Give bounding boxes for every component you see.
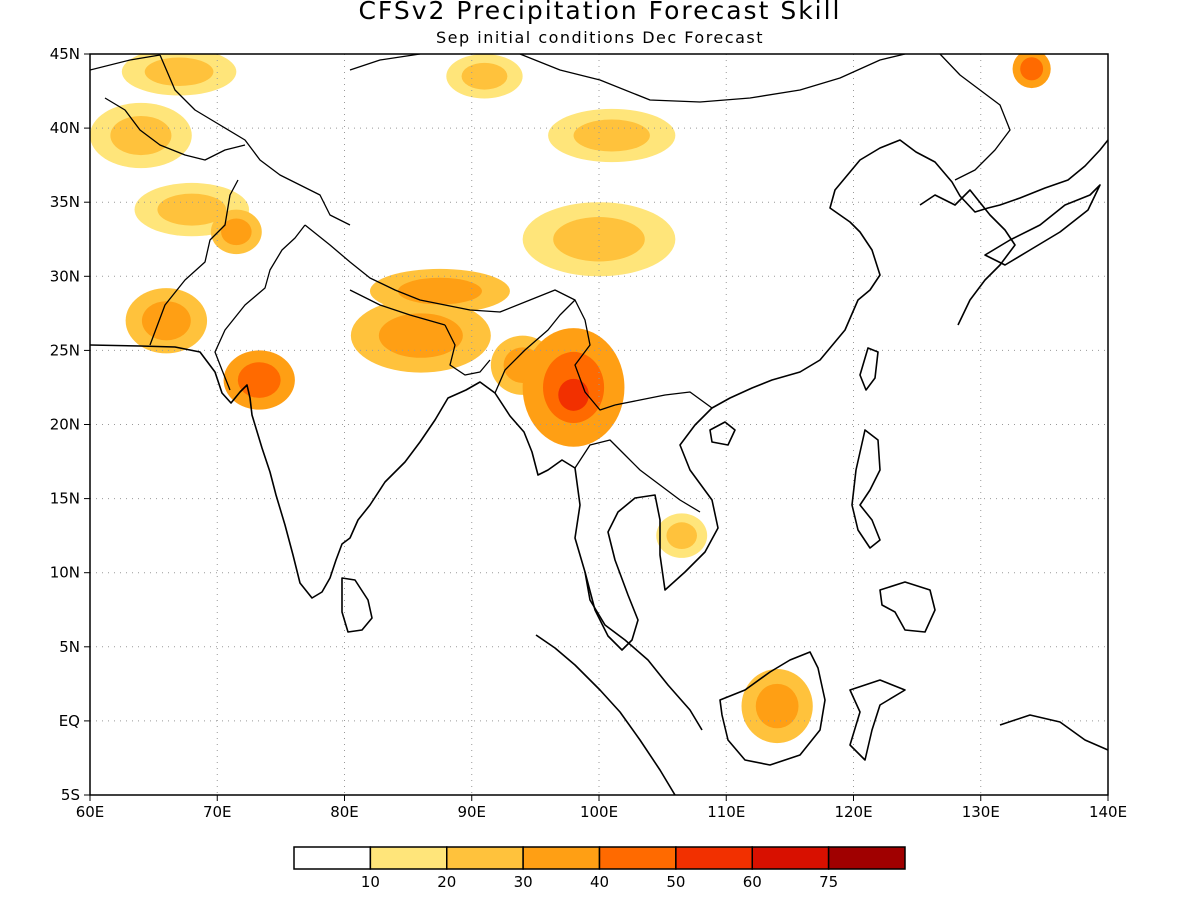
skill-region-core-1 bbox=[110, 115, 172, 156]
chart-title: CFSv2 Precipitation Forecast Skill bbox=[358, 0, 842, 25]
coastline-luzon bbox=[851, 429, 881, 549]
chart-subtitle: Sep initial conditions Dec Forecast bbox=[436, 28, 764, 47]
border-thailand-laos bbox=[574, 439, 701, 513]
coastline-arabia-india-seasia bbox=[90, 139, 1108, 651]
lat-tick-label: 30N bbox=[50, 267, 80, 285]
colorbar-label: 60 bbox=[743, 873, 762, 891]
colorbar-label: 10 bbox=[361, 873, 380, 891]
lon-tick-label: 90E bbox=[457, 803, 486, 821]
lat-tick-label: 10N bbox=[50, 564, 80, 582]
border-pakistan-india bbox=[214, 224, 306, 391]
lat-tick-label: 35N bbox=[50, 193, 80, 211]
colorbar-label: 30 bbox=[514, 873, 533, 891]
lat-tick-label: 25N bbox=[50, 341, 80, 359]
border-central-asia bbox=[90, 54, 351, 226]
coastline-layer bbox=[90, 139, 1108, 795]
border-caspian-region bbox=[104, 97, 246, 161]
skill-region-core-0 bbox=[144, 57, 214, 87]
lat-tick-label: 15N bbox=[50, 490, 80, 508]
skill-region-core-8 bbox=[461, 62, 508, 90]
colorbar-label: 40 bbox=[590, 873, 609, 891]
colorbar-swatch bbox=[675, 846, 753, 870]
lat-tick-label: 20N bbox=[50, 416, 80, 434]
coastline-mindanao bbox=[879, 581, 936, 633]
colorbar-legend: 10 20 30 40 50 60 75 bbox=[293, 846, 906, 891]
lat-tick-label: 5N bbox=[59, 638, 80, 656]
colorbar-swatch bbox=[827, 846, 906, 870]
colorbar-label: 50 bbox=[666, 873, 685, 891]
lat-tick-label: 45N bbox=[50, 45, 80, 63]
border-myanmar bbox=[494, 299, 616, 411]
lon-tick-label: 120E bbox=[834, 803, 872, 821]
lat-tick-label: EQ bbox=[59, 712, 80, 730]
coastline-japan bbox=[984, 184, 1101, 266]
coastline-new-guinea bbox=[999, 714, 1108, 751]
colorbar-swatch bbox=[522, 846, 601, 870]
lon-tick-label: 70E bbox=[203, 803, 232, 821]
lon-tick-label: 140E bbox=[1089, 803, 1127, 821]
skill-shading-layer bbox=[90, 54, 1051, 744]
lon-tick-label: 110E bbox=[707, 803, 745, 821]
skill-region-core-13 bbox=[558, 378, 589, 411]
colorbar-swatch bbox=[293, 846, 372, 870]
skill-region-core-4 bbox=[141, 301, 191, 341]
border-himalaya bbox=[304, 224, 576, 313]
lon-tick-label: 130E bbox=[962, 803, 1000, 821]
coastline-malay-peninsula bbox=[584, 571, 703, 731]
skill-region-core-16 bbox=[1020, 57, 1044, 81]
colorbar-swatch bbox=[598, 846, 677, 870]
lat-tick-label: 40N bbox=[50, 119, 80, 137]
border-iran-afghanistan bbox=[149, 179, 239, 346]
lon-tick-label: 60E bbox=[76, 803, 105, 821]
map-axes: 60E 70E 80E 90E 100E 110E 120E 130E 140E 5S EQ 5N 10… bbox=[50, 45, 1127, 821]
skill-region-core-9 bbox=[573, 119, 650, 152]
border-bangladesh bbox=[444, 324, 491, 376]
skill-region-core-14 bbox=[666, 522, 697, 549]
skill-region-core-10 bbox=[553, 217, 645, 262]
coastline-hainan bbox=[709, 421, 736, 446]
border-northeast bbox=[939, 54, 1011, 181]
coastline-taiwan bbox=[859, 347, 879, 391]
colorbar-label: 75 bbox=[819, 873, 838, 891]
skill-region-core-2 bbox=[157, 193, 227, 226]
colorbar-swatch bbox=[446, 846, 524, 870]
skill-region-core-7 bbox=[397, 277, 482, 305]
coastline-sulawesi bbox=[849, 679, 906, 761]
skill-region-core-5 bbox=[237, 362, 281, 398]
lon-tick-label: 100E bbox=[580, 803, 618, 821]
colorbar-swatch bbox=[369, 846, 448, 870]
border-nepal-south bbox=[349, 289, 446, 326]
coastline-sumatra bbox=[535, 634, 676, 795]
lat-tick-label: 5S bbox=[61, 786, 80, 804]
skill-region-core-3 bbox=[221, 218, 252, 246]
country-border-layer bbox=[90, 54, 1011, 513]
border-china-vietnam bbox=[614, 391, 713, 409]
colorbar-swatch bbox=[751, 846, 830, 870]
coastline-borneo bbox=[719, 651, 826, 766]
coastline-korea-japan bbox=[919, 189, 1016, 326]
colorbar-label: 20 bbox=[437, 873, 456, 891]
coastline-sri-lanka bbox=[341, 577, 373, 633]
border-china-north bbox=[349, 54, 906, 103]
skill-region-core-15 bbox=[755, 683, 799, 729]
lon-tick-label: 80E bbox=[330, 803, 359, 821]
